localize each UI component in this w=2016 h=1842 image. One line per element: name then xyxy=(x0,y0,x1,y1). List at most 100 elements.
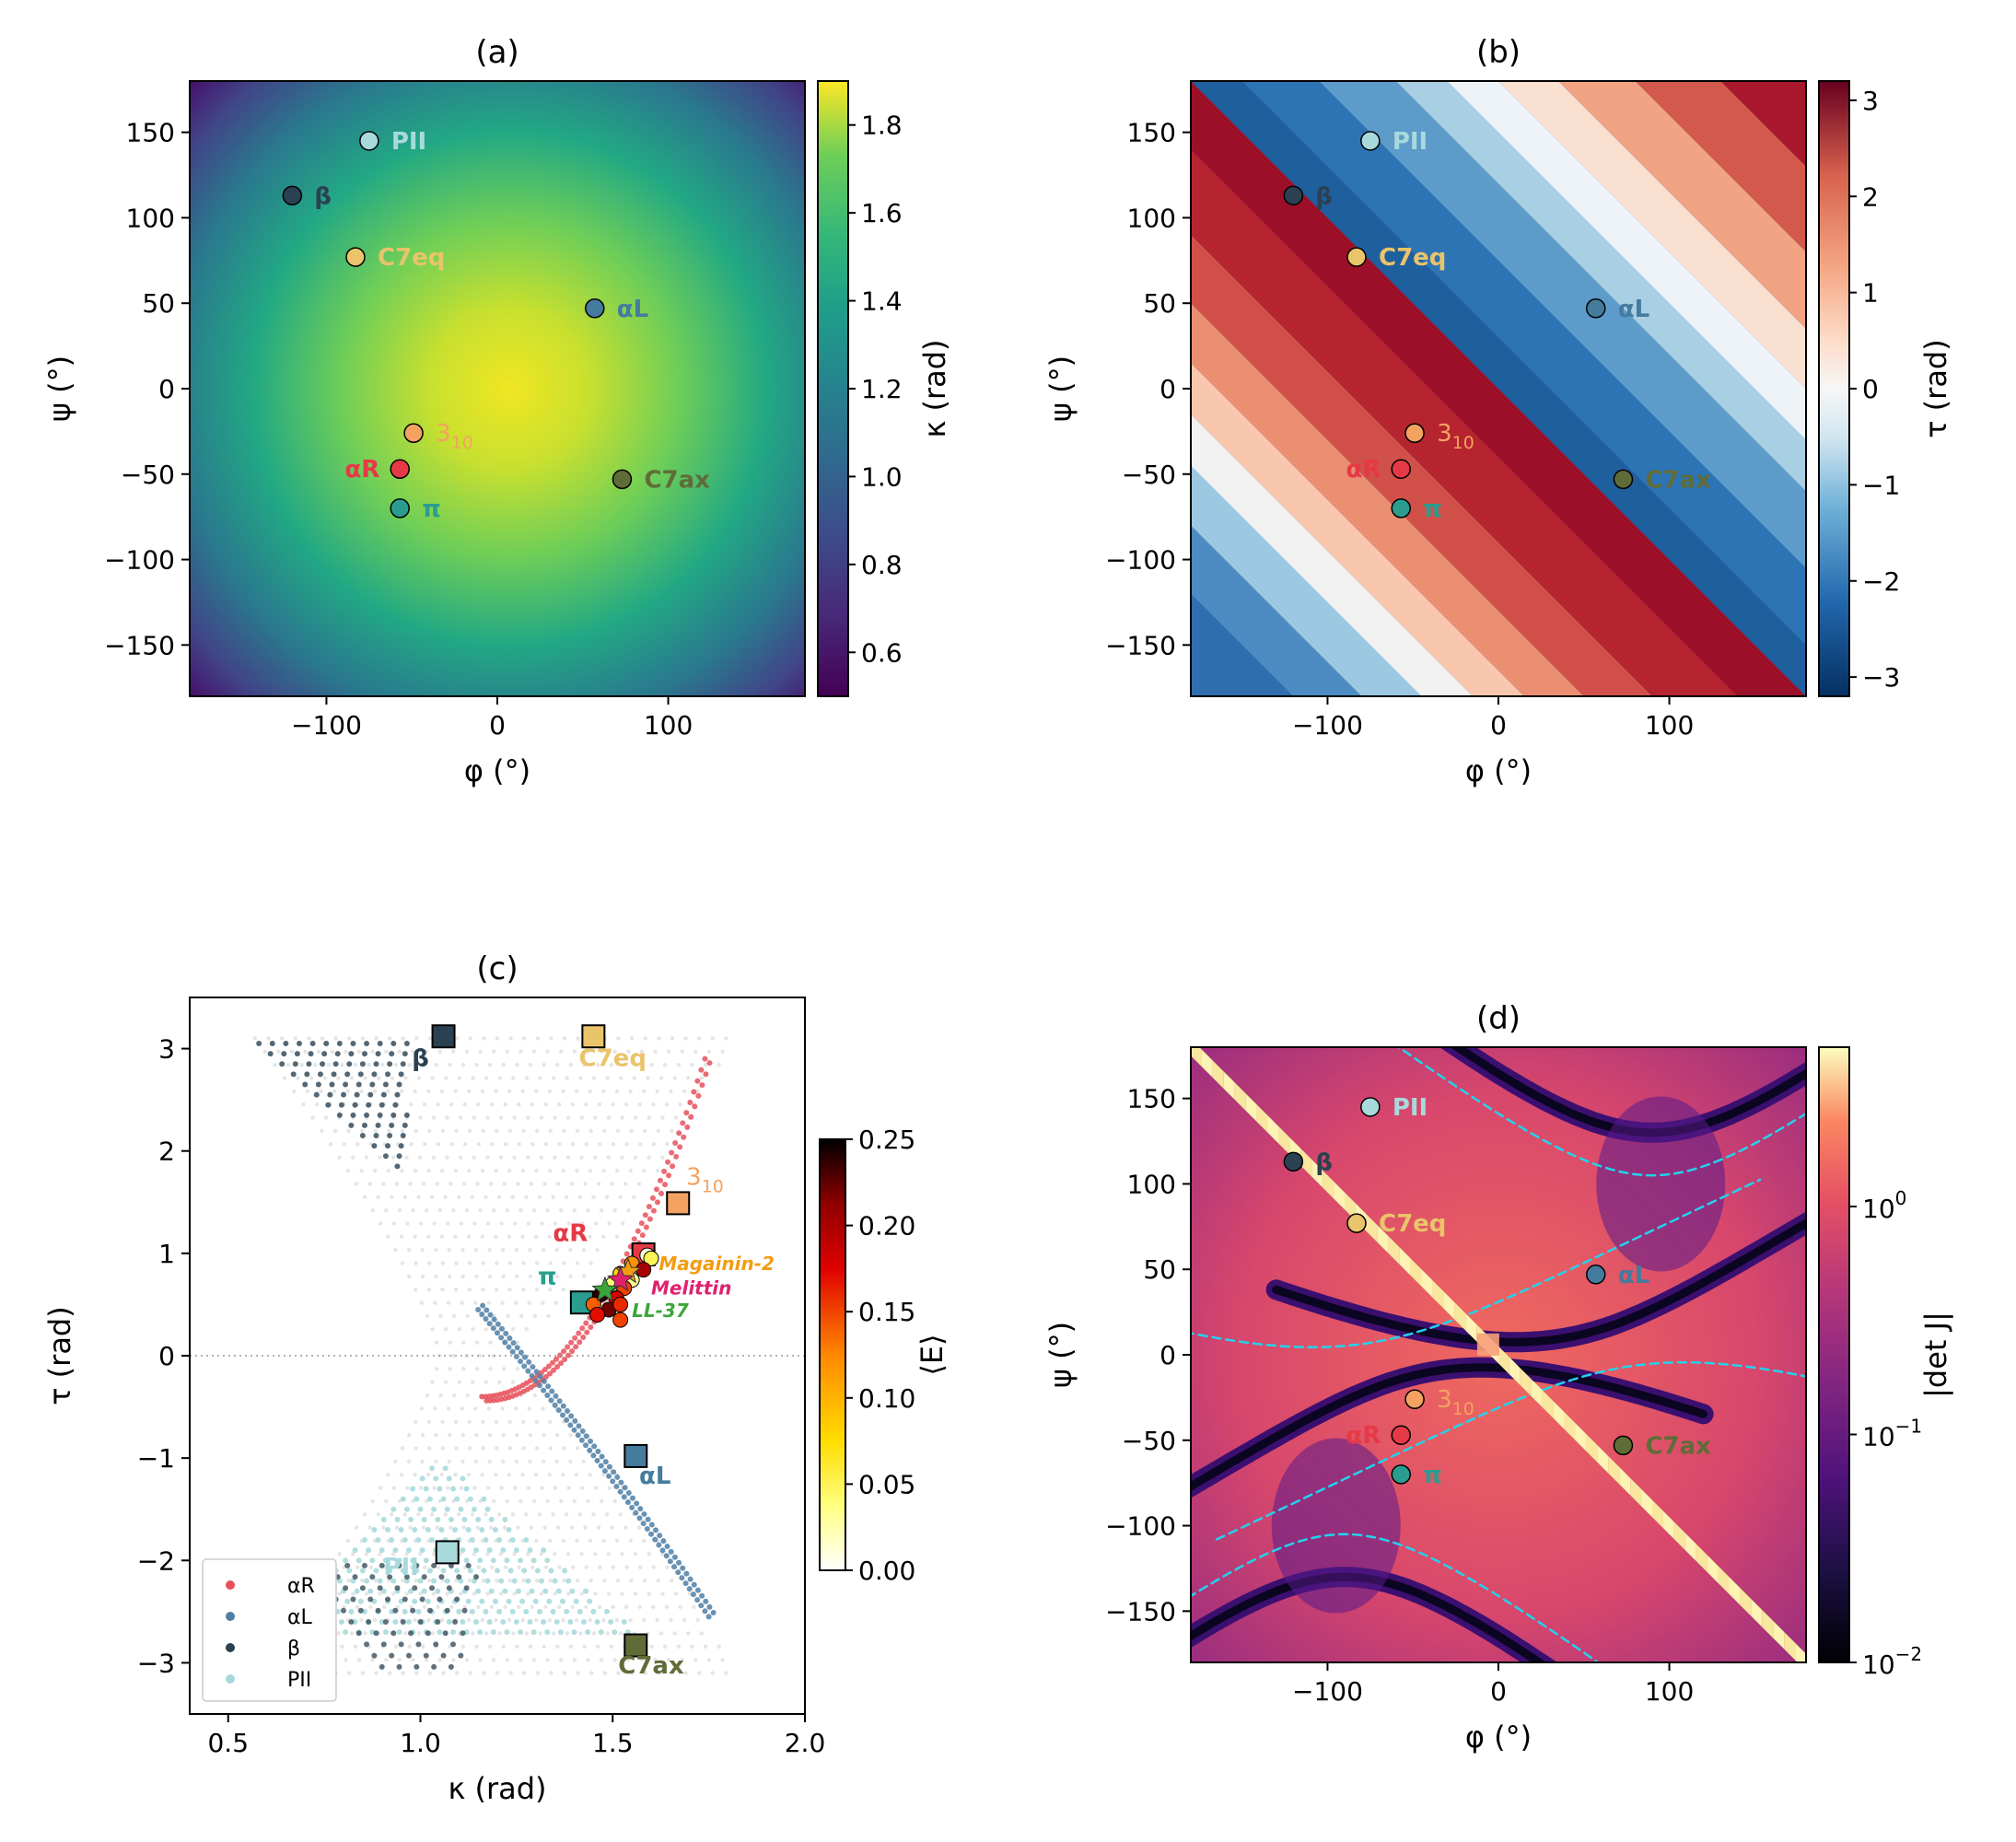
cloud-point xyxy=(435,1182,439,1186)
beta-point xyxy=(366,1618,372,1625)
pii-point xyxy=(492,1526,498,1533)
x-tick-label: 100 xyxy=(644,710,693,740)
cloud-point xyxy=(497,1076,502,1080)
cloud-point xyxy=(591,1076,597,1080)
alphaR-point xyxy=(706,1060,713,1067)
alphaR-point xyxy=(638,1220,645,1227)
cloud-point xyxy=(494,1089,498,1094)
cloud-point xyxy=(604,1512,610,1517)
cloud-point xyxy=(562,1261,566,1265)
cloud-point xyxy=(409,1142,414,1147)
cloud-point xyxy=(670,1671,675,1675)
cloud-point xyxy=(606,1155,612,1160)
alphaL-point xyxy=(652,1536,658,1543)
cloud-point xyxy=(575,1446,580,1451)
cloud-point xyxy=(535,1036,541,1041)
cloud-point xyxy=(485,1155,490,1160)
cloud-point xyxy=(373,1128,379,1134)
cloud-point xyxy=(496,1512,502,1517)
cloud-point xyxy=(542,1062,546,1067)
pii-point xyxy=(486,1618,493,1625)
pii-point xyxy=(544,1629,551,1636)
cloud-point xyxy=(581,1459,587,1464)
y-tick-label: −100 xyxy=(1105,1511,1176,1542)
cloud-point xyxy=(367,1182,372,1186)
beta-point xyxy=(377,1112,383,1118)
cloud-point xyxy=(356,1657,362,1662)
alphaL-point xyxy=(703,1598,709,1604)
cloud-point xyxy=(565,1591,571,1596)
beta-point xyxy=(279,1061,286,1067)
pii-point xyxy=(471,1578,477,1584)
alphaL-point xyxy=(513,1353,519,1359)
colorbar-tick-label: 0.25 xyxy=(858,1125,915,1155)
cloud-point xyxy=(545,1657,550,1662)
alphaL-point xyxy=(522,1354,529,1360)
cloud-point xyxy=(565,1155,571,1160)
alphaL-point xyxy=(575,1432,581,1439)
pii-point xyxy=(402,1608,408,1615)
detj-colorbar-label: |det J| xyxy=(1918,1312,1953,1398)
alphaR-point xyxy=(576,1330,582,1336)
cloud-point xyxy=(593,1591,598,1596)
pii-point xyxy=(456,1608,462,1615)
alphaL-point xyxy=(553,1393,559,1399)
beta-point xyxy=(456,1574,462,1580)
beta-point xyxy=(359,1585,366,1591)
pii-point xyxy=(367,1588,374,1594)
pii-point xyxy=(431,1506,437,1512)
cloud-point xyxy=(526,1221,531,1226)
cloud-point xyxy=(673,1591,679,1596)
alphaL-point xyxy=(675,1569,682,1576)
cloud-point xyxy=(425,1393,430,1398)
pii-point xyxy=(469,1537,475,1544)
y-tick-label: −150 xyxy=(1105,1596,1176,1626)
beta-point xyxy=(440,1652,447,1659)
cloud-point xyxy=(445,1155,449,1160)
pii-point xyxy=(364,1578,370,1584)
pii-point xyxy=(442,1465,449,1472)
cloud-point xyxy=(612,1207,617,1213)
cloud-point xyxy=(678,1102,682,1107)
cloud-point xyxy=(436,1102,440,1107)
alphaR-point xyxy=(549,1359,555,1366)
beta-point xyxy=(329,1081,335,1088)
alphaL-point xyxy=(691,1581,697,1588)
cloud-point xyxy=(461,1182,467,1186)
alphaR-point xyxy=(642,1212,648,1218)
alphaL-point xyxy=(613,1484,620,1490)
y-tick-label: 3 xyxy=(158,1034,175,1065)
peptide-label-Melittin: Melittin xyxy=(651,1277,731,1300)
beta-point xyxy=(389,1051,395,1057)
alphaR-point xyxy=(584,1329,590,1335)
beta-point xyxy=(348,1051,355,1057)
pii-point xyxy=(343,1629,349,1636)
cloud-point xyxy=(353,1062,358,1067)
cloud-point xyxy=(601,1168,606,1173)
cloud-point xyxy=(390,1591,396,1596)
cloud-point xyxy=(584,1102,588,1107)
cloud-point xyxy=(426,1234,431,1239)
cloud-point xyxy=(465,1393,470,1398)
pii-point xyxy=(507,1568,514,1574)
diagonal-segment xyxy=(1586,1434,1598,1463)
cloud-point xyxy=(449,1604,454,1609)
alphaL-point xyxy=(532,1378,539,1384)
beta-point xyxy=(369,1574,376,1580)
y-tick-label: −150 xyxy=(104,630,175,660)
cloud-point xyxy=(367,1062,371,1067)
alphaR-point xyxy=(573,1344,579,1350)
pii-point xyxy=(506,1526,512,1533)
cloud-point xyxy=(460,1644,466,1650)
beta-point xyxy=(442,1630,449,1637)
cloud-point xyxy=(427,1261,432,1265)
marker-αL xyxy=(1586,298,1606,319)
pii-point xyxy=(463,1557,470,1564)
pii-point xyxy=(387,1568,393,1574)
beta-point xyxy=(371,1143,378,1149)
square-C7eq xyxy=(581,1024,606,1049)
marker-π xyxy=(390,498,410,519)
cloud-point xyxy=(565,1076,569,1080)
cloud-point xyxy=(582,1062,587,1067)
cloud-point xyxy=(413,1473,417,1477)
